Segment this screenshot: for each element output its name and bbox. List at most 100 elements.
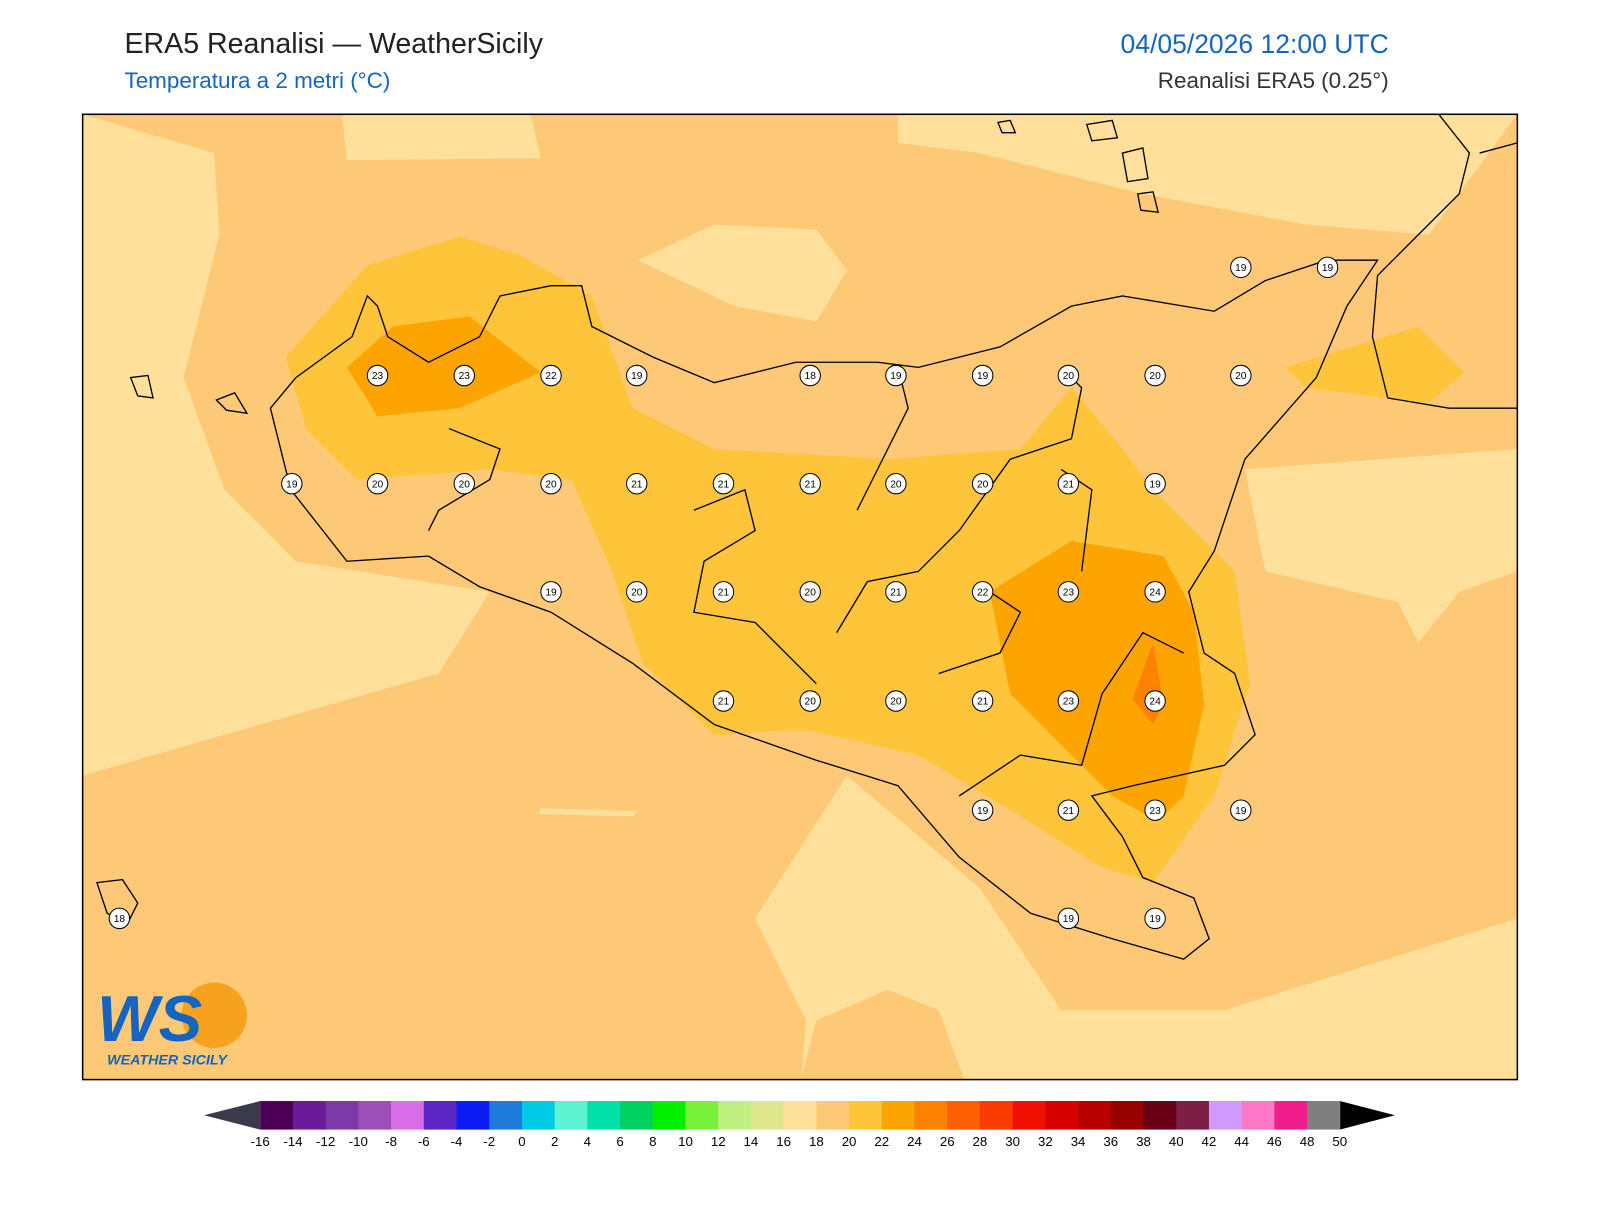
colorbar-bin [391,1101,425,1130]
colorbar-bin [292,1101,327,1130]
station-value: 20 [805,588,817,599]
station-marker [626,472,648,495]
station-value: 22 [977,588,989,599]
station-marker [1316,256,1339,279]
colorbar-tick-label: 28 [973,1134,988,1149]
station-marker [885,472,907,495]
station-marker [799,581,821,603]
colorbar-tick-label: 36 [1103,1134,1118,1149]
station-value: 20 [459,479,471,490]
station-value: 23 [1063,588,1075,599]
source: Reanalisi ERA5 (0.25°) [1158,68,1389,93]
colorbar-bin [554,1101,588,1130]
colorbar-tick-label: -14 [283,1134,302,1149]
station-value: 23 [1149,806,1161,817]
station-marker [1144,472,1166,495]
station-marker [1144,581,1166,603]
station-value: 20 [631,588,643,599]
colorbar-tick-label: 32 [1038,1134,1053,1149]
station-marker [1057,581,1080,603]
station-value: 18 [805,371,817,382]
station-marker [971,799,994,821]
colorbar-bin [1241,1101,1275,1130]
station-marker [108,907,131,930]
station-value: 20 [890,697,902,708]
station-value: 20 [1149,371,1161,382]
colorbar-tick-label: 48 [1300,1134,1315,1149]
colorbar-bin [260,1101,294,1130]
colorbar-tick-label: 44 [1234,1134,1249,1149]
colorbar-tick-label: 24 [907,1134,922,1149]
station-marker [1057,472,1080,495]
station-value: 21 [977,697,989,708]
colorbar-bin [1078,1101,1112,1130]
station-marker [971,690,994,712]
station-value: 19 [1235,263,1247,274]
station-marker [971,472,994,495]
colorbar-bin [652,1101,687,1130]
station-value: 20 [805,697,817,708]
station-marker [1057,799,1080,821]
station-value: 20 [1063,371,1075,382]
colorbar-tick-label: -4 [451,1134,463,1149]
station-value: 19 [545,588,557,599]
station-marker [885,690,907,712]
station-marker [799,364,821,387]
station-value: 19 [1235,806,1247,817]
station-value: 19 [631,371,643,382]
station-marker [1144,799,1166,821]
station-value: 19 [1322,263,1334,274]
colorbar-tick-label: 6 [616,1134,623,1149]
colorbar: -16 -14 -12 -10 -8 -6 -4 -2 0 2 4 6 8 10 12 14 16 18 20 22 2… [204,1101,1395,1149]
colorbar-tick-label: -8 [385,1134,397,1149]
colorbar-tick-label: 2 [551,1134,558,1149]
colorbar-bin [1143,1101,1177,1130]
station-marker [540,581,562,603]
colorbar-bin [914,1101,948,1130]
station-value: 19 [286,479,298,490]
station-value: 20 [545,479,557,490]
colorbar-bin [620,1101,654,1130]
colorbar-over [1339,1101,1395,1130]
colorbar-bin [1307,1101,1341,1130]
colorbar-bin [1176,1101,1210,1130]
station-marker [540,472,562,495]
colorbar-bin [750,1101,785,1130]
station-marker [366,472,389,495]
station-value: 19 [890,371,902,382]
colorbar-tick-label: -6 [418,1134,430,1149]
colorbar-tick-label: 4 [584,1134,591,1149]
colorbar-tick-label: 30 [1005,1134,1020,1149]
temperature-field [82,114,1518,1080]
station-marker [626,364,648,387]
colorbar-tick-label: 0 [518,1134,525,1149]
colorbar-tick-label: -2 [483,1134,495,1149]
colorbar-bin [816,1101,850,1130]
colorbar-bin [1045,1101,1079,1130]
colorbar-tick-label: 20 [842,1134,857,1149]
station-marker [971,364,994,387]
station-value: 21 [1063,479,1075,490]
station-marker [1230,364,1252,387]
colorbar-tick-label: 42 [1202,1134,1217,1149]
station-value: 21 [890,588,902,599]
station-value: 18 [114,914,126,925]
logo-mark: WS [97,982,202,1055]
colorbar-bin [521,1101,556,1130]
station-marker [1057,364,1080,387]
colorbar-tick-label: 18 [809,1134,824,1149]
map-frame [81,113,1519,1081]
colorbar-tick-label: 50 [1332,1134,1347,1149]
colorbar-tick-label: 12 [711,1134,726,1149]
colorbar-bin [718,1101,752,1130]
station-value: 24 [1149,697,1161,708]
colorbar-bin [1012,1101,1046,1130]
datetime: 04/05/2026 12:00 UTC [1120,29,1388,59]
subtitle: Temperatura a 2 metri (°C) [124,68,390,93]
station-marker [540,364,562,387]
station-value: 21 [1063,806,1075,817]
colorbar-tick-label: 26 [940,1134,955,1149]
title: ERA5 Reanalisi — WeatherSicily [124,28,543,60]
station-value: 20 [977,479,989,490]
station-value: 23 [372,371,384,382]
